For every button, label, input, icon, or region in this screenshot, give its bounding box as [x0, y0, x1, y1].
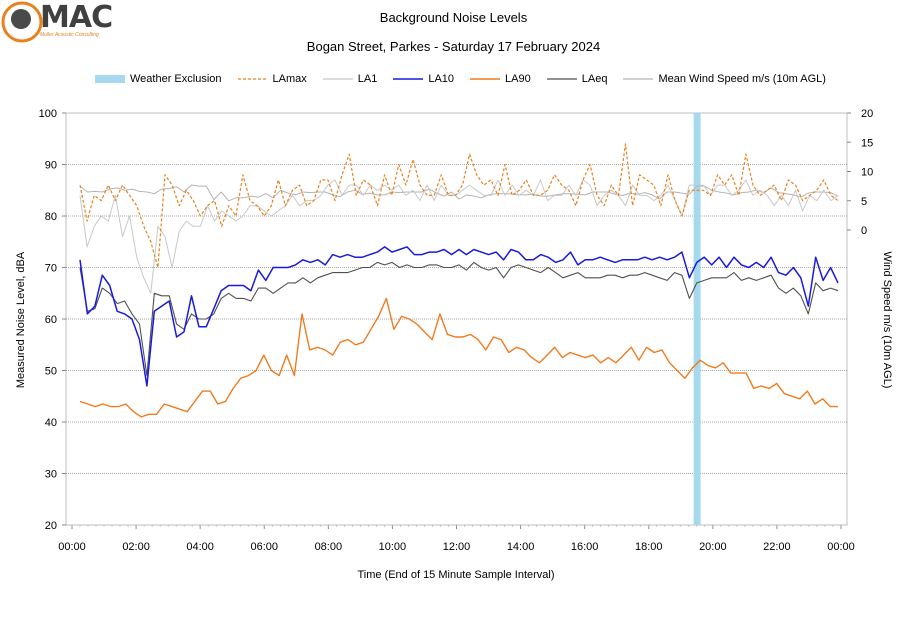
legend-swatch-wind: [623, 78, 654, 80]
x-tick-label: 00:00: [827, 541, 855, 553]
y-tick-label: 40: [45, 417, 57, 429]
y2-tick-label: 10: [861, 167, 873, 179]
legend-swatch-la90: [470, 78, 501, 80]
x-tick-label: 08:00: [315, 541, 343, 553]
x-tick-label: 02:00: [122, 541, 150, 553]
legend-label-exclusion: Weather Exclusion: [130, 73, 222, 85]
logo-ring-icon: [1, 1, 43, 43]
legend-label-laeq: LAeq: [581, 73, 608, 85]
legend-item-laeq: LAeq: [546, 73, 608, 85]
y-tick-label: 30: [45, 469, 57, 481]
legend-swatch-la1: [322, 78, 353, 80]
x-tick-label: 14:00: [507, 541, 535, 553]
y-tick-label: 80: [45, 211, 57, 223]
y2-axis-label: Wind Speed m/s (10m AGL): [881, 252, 893, 389]
y2-tick-label: 15: [861, 137, 873, 149]
chart-subtitle: Bogan Street, Parkes - Saturday 17 Febru…: [306, 39, 601, 54]
series-line-la10: [79, 246, 839, 387]
x-tick-label: 20:00: [699, 541, 727, 553]
legend-item-exclusion: Weather Exclusion: [95, 73, 222, 85]
series-line-la90: [79, 297, 838, 418]
y-tick-label: 20: [45, 520, 57, 532]
y-tick-label: 70: [45, 263, 57, 275]
y-tick-label: 100: [39, 108, 57, 120]
legend-label-la90: LA90: [505, 73, 531, 85]
x-tick-label: 06:00: [250, 541, 278, 553]
y-tick-label: 90: [45, 160, 57, 172]
series-line-la1: [79, 179, 839, 294]
legend-label-la1: LA1: [357, 73, 378, 85]
legend: Weather Exclusion LAmax LA1 LA10 LA90 LA…: [95, 73, 842, 85]
x-tick-label: 00:00: [58, 541, 86, 553]
y2-tick-label: 5: [861, 196, 867, 208]
legend-swatch-la10: [393, 78, 424, 80]
logo-tagline: Muller Acoustic Consulting: [40, 32, 99, 38]
legend-swatch-laeq: [546, 78, 577, 80]
x-tick-label: 12:00: [443, 541, 471, 553]
legend-item-la10: LA10: [393, 73, 454, 85]
y2-tick-label: 20: [861, 108, 873, 120]
legend-label-wind: Mean Wind Speed m/s (10m AGL): [658, 73, 826, 85]
legend-item-wind: Mean Wind Speed m/s (10m AGL): [623, 73, 826, 85]
legend-item-la1: LA1: [322, 73, 378, 85]
y-tick-label: 50: [45, 366, 57, 378]
x-tick-label: 04:00: [186, 541, 214, 553]
x-tick-label: 22:00: [763, 541, 791, 553]
legend-swatch-exclusion: [95, 75, 125, 83]
y2-tick-label: 0: [861, 225, 867, 237]
x-tick-label: 16:00: [571, 541, 599, 553]
weather-exclusion-band: [693, 113, 701, 525]
legend-item-la90: LA90: [470, 73, 531, 85]
legend-swatch-lamax: [237, 78, 268, 80]
legend-label-la10: LA10: [428, 73, 455, 85]
series-line-laeq: [79, 261, 839, 377]
logo-wordmark: MAC: [40, 0, 113, 35]
series-line-lamax: [79, 143, 839, 269]
legend-label-lamax: LAmax: [272, 73, 307, 85]
x-tick-label: 18:00: [635, 541, 663, 553]
y-tick-label: 60: [45, 314, 57, 326]
chart-title: Background Noise Levels: [379, 10, 528, 25]
legend-item-lamax: LAmax: [237, 73, 307, 85]
mac-logo: MAC Muller Acoustic Consulting: [0, 0, 130, 48]
x-axis-label: Time (End of 15 Minute Sample Interval): [357, 569, 554, 581]
x-tick-label: 10:00: [379, 541, 407, 553]
y-axis-label: Measured Noise Level, dBA: [15, 251, 27, 388]
